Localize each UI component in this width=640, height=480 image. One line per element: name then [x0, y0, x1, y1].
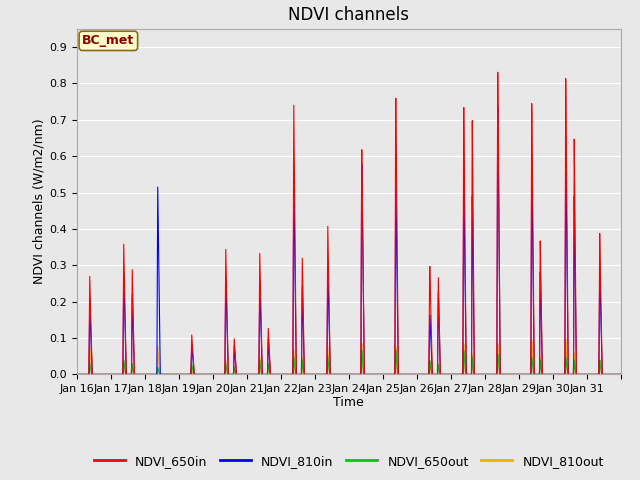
- Y-axis label: NDVI channels (W/m2/nm): NDVI channels (W/m2/nm): [32, 119, 45, 285]
- Legend: NDVI_650in, NDVI_810in, NDVI_650out, NDVI_810out: NDVI_650in, NDVI_810in, NDVI_650out, NDV…: [89, 450, 609, 473]
- X-axis label: Time: Time: [333, 396, 364, 408]
- Title: NDVI channels: NDVI channels: [288, 6, 410, 24]
- Text: BC_met: BC_met: [82, 35, 134, 48]
